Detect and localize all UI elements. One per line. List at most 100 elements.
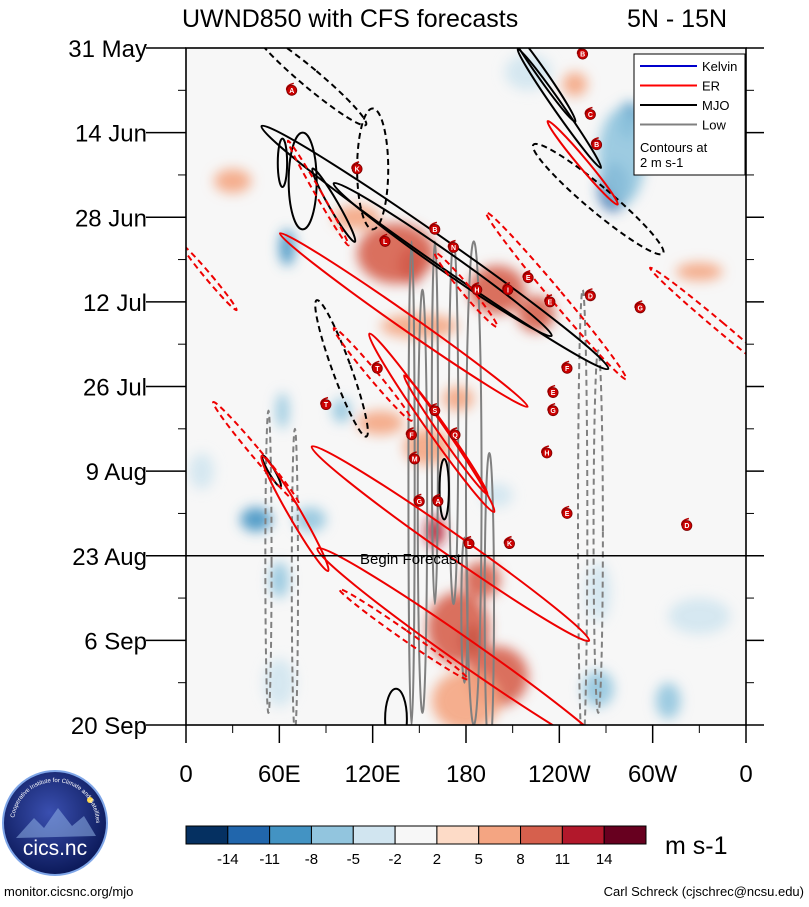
colorbar-label: 11 xyxy=(555,851,571,868)
colorbar-label: -11 xyxy=(259,851,280,868)
anomaly-blob xyxy=(598,108,645,206)
storm-marker-dot xyxy=(541,447,553,459)
mjo-contour xyxy=(438,458,450,521)
storm-marker-label: S xyxy=(433,408,438,415)
anomaly-blob xyxy=(427,592,490,665)
y-tick-label: 26 Jul xyxy=(83,375,147,402)
storm-marker: M xyxy=(408,451,421,465)
er-contour xyxy=(433,251,499,328)
anomaly-blob xyxy=(431,670,501,725)
colorbar-label: 14 xyxy=(596,851,613,868)
storm-marker: F xyxy=(405,427,417,441)
er-contour xyxy=(316,546,616,725)
storm-marker-label: L xyxy=(467,541,472,548)
storm-marker-dot xyxy=(681,520,693,531)
storm-marker: I xyxy=(502,282,514,296)
anomaly-blob xyxy=(562,72,588,97)
chart-title: UWND850 with CFS forecasts xyxy=(182,5,518,33)
cics-logo: Cooperative Institute for Climate and Sa… xyxy=(2,770,108,876)
er-contour xyxy=(546,120,619,206)
storm-marker-label: E xyxy=(526,275,531,282)
colorbar-segment xyxy=(561,825,605,845)
storm-marker-label: I xyxy=(507,287,509,294)
low-contour xyxy=(290,427,299,725)
storm-marker-dot xyxy=(547,405,559,417)
storm-marker-dot xyxy=(351,163,363,175)
mjo-contour xyxy=(516,48,603,169)
er-contour xyxy=(286,139,350,247)
storm-marker: N xyxy=(447,239,459,253)
x-tick-label: 120W xyxy=(528,761,591,788)
y-tick-label: 20 Sep xyxy=(71,713,147,740)
anomaly-blob xyxy=(517,295,555,333)
anomaly-blob xyxy=(189,452,214,490)
legend-label: Kelvin xyxy=(702,59,737,74)
storm-marker-label: L xyxy=(383,239,388,246)
storm-marker-label: Q xyxy=(452,432,458,439)
anomaly-blob xyxy=(357,410,404,435)
er-contour xyxy=(310,445,591,643)
anomaly-blob xyxy=(357,223,435,284)
er-contour xyxy=(186,244,238,312)
mjo-contour xyxy=(332,181,553,338)
colorbar: -14 -11 -8 -5 -2 2 5 8 11 14 xyxy=(185,825,647,868)
storm-marker-label: F xyxy=(565,366,570,373)
storm-marker: D xyxy=(681,517,693,531)
colorbar-units: m s-1 xyxy=(665,832,728,860)
low-contour xyxy=(407,240,416,725)
storm-marker: B xyxy=(429,221,441,235)
mjo-contour xyxy=(260,124,610,371)
anomaly-blob xyxy=(582,670,614,707)
storm-marker: B xyxy=(590,136,603,151)
er-contour xyxy=(649,266,746,386)
storm-marker: Q xyxy=(449,427,461,441)
colorbar-label: 5 xyxy=(475,851,483,868)
mjo-contour xyxy=(253,48,368,127)
storm-marker: G xyxy=(413,493,425,507)
storm-marker: T xyxy=(320,396,332,411)
mjo-contour xyxy=(384,687,408,725)
legend-label: MJO xyxy=(702,98,729,113)
storm-marker: K xyxy=(351,161,363,175)
y-tick-label: 12 Jul xyxy=(83,290,147,317)
storm-marker-label: B xyxy=(594,142,599,149)
storm-marker-dot xyxy=(577,48,589,60)
legend-note-line1: Contours at xyxy=(640,140,708,155)
storm-marker-label: F xyxy=(409,432,414,439)
colorbar-segment xyxy=(520,825,563,845)
storm-marker: L xyxy=(463,535,475,550)
er-contour xyxy=(368,332,496,514)
anomaly-blob xyxy=(332,398,351,423)
logo-mountains xyxy=(16,808,96,838)
storm-marker: T xyxy=(371,360,383,374)
y-tick-label: 9 Aug xyxy=(86,459,147,486)
storm-marker: A xyxy=(432,493,444,507)
anomaly-blob xyxy=(214,168,252,194)
storm-marker-dot xyxy=(471,284,483,296)
legend-label: Low xyxy=(702,118,726,133)
colorbar-segment xyxy=(436,825,480,845)
er-contour xyxy=(278,232,529,408)
storm-marker-label: T xyxy=(375,366,380,373)
storm-marker-label: E xyxy=(548,299,553,306)
x-tick-label: 0 xyxy=(179,761,192,788)
storm-marker: E xyxy=(522,269,534,284)
storm-marker-dot xyxy=(585,290,596,302)
low-contour xyxy=(460,536,469,684)
storm-marker-label: G xyxy=(417,499,423,506)
low-contour xyxy=(592,349,604,714)
anomaly-blob xyxy=(655,682,681,719)
storm-marker: H xyxy=(471,282,483,296)
logo-ring xyxy=(2,770,108,876)
mjo-contour xyxy=(356,107,390,231)
x-tick-label: 180 xyxy=(446,761,486,788)
storm-marker-label: E xyxy=(565,511,570,518)
storm-marker: S xyxy=(429,402,441,417)
mjo-contour xyxy=(276,137,289,189)
storm-marker-label: H xyxy=(474,287,479,294)
storm-marker-label: G xyxy=(550,408,556,415)
footer-credit: Carl Schreck (cjschrec@ncsu.edu) xyxy=(604,884,804,899)
colorbar-label: 8 xyxy=(516,851,524,868)
colorbar-label: -8 xyxy=(305,851,318,868)
